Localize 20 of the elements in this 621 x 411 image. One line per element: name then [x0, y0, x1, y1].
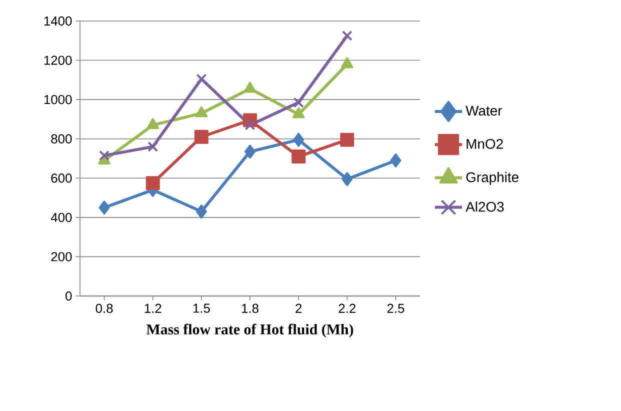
y-tick-label: 200	[51, 252, 72, 262]
x-tick-label: 1.5	[193, 304, 210, 313]
x-tick-label: 2	[296, 304, 302, 313]
x-tick-label: 1.2	[144, 304, 162, 313]
legend-label: Water	[466, 106, 502, 116]
x-tick-label: 2.5	[387, 304, 404, 313]
legend-label: Al2O3	[466, 202, 504, 212]
y-tick-label: 0	[66, 291, 72, 301]
y-tick-label: 400	[50, 212, 72, 222]
y-tick-label: 1000	[44, 94, 72, 104]
x-axis-title: Mass flow rate of Hot fluid (Mh)	[146, 324, 354, 338]
legend-label: Graphite	[466, 172, 518, 185]
legend-label: MnO2	[466, 138, 503, 149]
y-tick-label: 1400	[44, 16, 72, 26]
x-tick-label: 2.2	[338, 304, 356, 313]
y-tick-label: 800	[51, 134, 72, 144]
x-tick-label: 0.8	[96, 304, 113, 313]
y-tick-label: 1200	[44, 56, 72, 65]
x-tick-label: 1.8	[242, 304, 258, 313]
y-tick-label: 600	[51, 174, 72, 183]
